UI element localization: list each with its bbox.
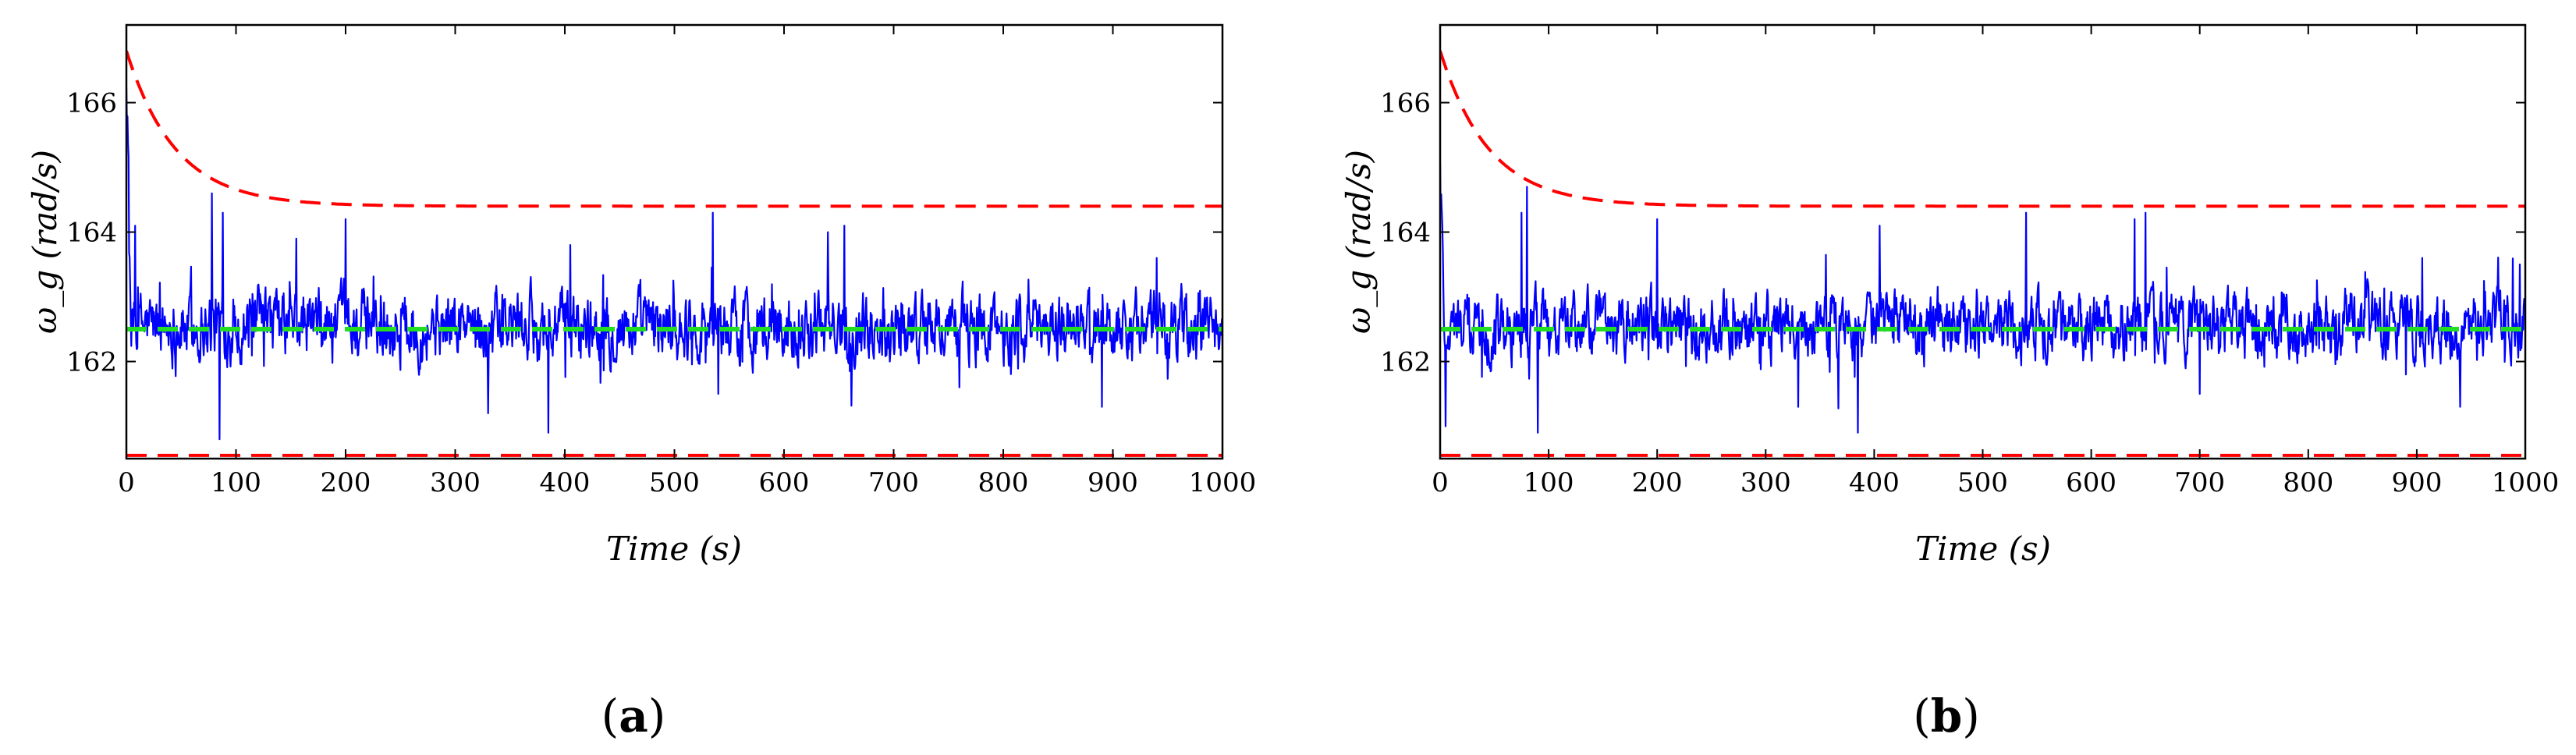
x-tick-label: 400 [1849, 467, 1900, 498]
series-upper-bound-a [126, 50, 1222, 208]
x-tick-label: 800 [2283, 467, 2333, 498]
y-axis-title-text-b: ω_g (rad/s) [1339, 150, 1378, 334]
x-axis-ticks-a: 0 100 200 300 400 500 600 700 800 900 1000 [118, 25, 1256, 498]
x-tick-label: 600 [759, 467, 810, 498]
plot-area-a [126, 50, 1222, 457]
x-tick-label: 700 [868, 467, 919, 498]
x-tick-label: 900 [1088, 467, 1138, 498]
chart-panel-a: 0 100 200 300 400 500 600 700 800 900 1000 1621641… [26, 23, 1256, 743]
x-tick-label: 300 [430, 467, 481, 498]
chart-panel-b: 0 100 200 300 400 500 600 700 800 900 1000 1621641… [1339, 23, 2559, 743]
x-tick-label: 700 [2174, 467, 2225, 498]
y-tick-label: 162 [1380, 347, 1431, 378]
x-tick-label: 800 [978, 467, 1029, 498]
plot-area-b [1440, 50, 2525, 457]
x-tick-label: 500 [1957, 467, 2008, 498]
y-tick-label: 164 [66, 218, 117, 249]
x-tick-label: 900 [2391, 467, 2442, 498]
series-upper-bound-b [1440, 50, 2525, 208]
plot-frame-b [1439, 23, 2527, 460]
y-axis-ticks-a: 162 164 166 [66, 88, 1222, 378]
x-tick-label: 1000 [2492, 467, 2560, 498]
panel-label-b: (b) [1913, 689, 1980, 743]
y-tick-label: 166 [1380, 88, 1431, 119]
x-tick-label: 600 [2066, 467, 2117, 498]
plot-frame-a [125, 23, 1224, 460]
x-tick-label: 300 [1740, 467, 1791, 498]
x-tick-label: 400 [540, 467, 591, 498]
y-axis-title-a: ω_g (rad/s) [26, 150, 64, 334]
x-axis-title-text-a: Time (s) [606, 530, 742, 568]
series-measured-b [1440, 163, 2525, 434]
x-tick-label: 200 [1632, 467, 1683, 498]
x-tick-label: 100 [211, 467, 261, 498]
x-tick-label: 1000 [1189, 467, 1257, 498]
y-tick-label: 162 [66, 347, 117, 378]
x-tick-label: 0 [118, 467, 135, 498]
y-axis-ticks-b: 162 164 166 [1380, 88, 2525, 378]
x-tick-label: 0 [1432, 467, 1449, 498]
y-axis-title-b: ω_g (rad/s) [1339, 150, 1378, 334]
y-axis-title-text-a: ω_g (rad/s) [26, 150, 64, 334]
x-axis-title-a: Time (s) [606, 530, 742, 568]
x-axis-ticks-b: 0 100 200 300 400 500 600 700 800 900 1000 [1432, 25, 2559, 498]
x-tick-label: 100 [1524, 467, 1574, 498]
y-tick-label: 164 [1380, 218, 1431, 249]
x-axis-title-text-b: Time (s) [1915, 530, 2051, 568]
series-measured-a [126, 87, 1222, 441]
x-tick-label: 500 [649, 467, 700, 498]
x-tick-label: 200 [321, 467, 371, 498]
y-tick-label: 166 [66, 88, 117, 119]
panel-label-a: (a) [601, 689, 666, 743]
x-axis-title-b: Time (s) [1915, 530, 2051, 568]
